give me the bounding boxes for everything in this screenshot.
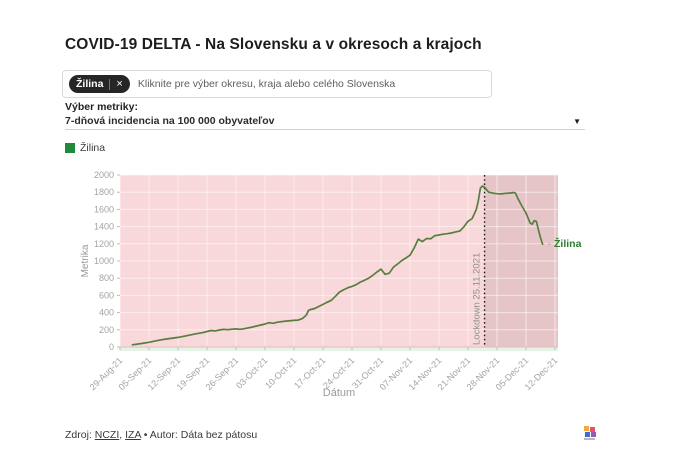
- incidence-line-chart: 020040060080010001200140016001800200029-…: [80, 170, 582, 399]
- y-axis-tick-label: 2000: [94, 170, 114, 180]
- chip-remove-icon[interactable]: ×: [109, 78, 123, 90]
- y-axis-tick-label: 400: [99, 308, 114, 318]
- y-axis-tick-label: 600: [99, 290, 114, 300]
- y-axis-tick-label: 1200: [94, 239, 114, 249]
- metric-selected-value: 7-dňová incidencia na 100 000 obyvateľov: [65, 115, 275, 127]
- source-separator: ,: [119, 429, 126, 441]
- author-text: • Autor: Dáta bez pátosu: [140, 429, 258, 441]
- publisher-logo-icon: [583, 426, 597, 442]
- legend-item-label: Žilina: [80, 142, 106, 154]
- source-prefix: Zdroj:: [65, 429, 95, 441]
- chip-label: Žilina: [76, 78, 104, 90]
- chart-legend: Žilina: [65, 142, 105, 154]
- series-line-zilina: [131, 185, 544, 346]
- source-link-iza[interactable]: IZA: [125, 429, 141, 441]
- chart-container: 0 200 400 600 800 1000 1200 1400 1600 1800 2000 29-…: [58, 164, 618, 414]
- x-axis-title: Dátum: [323, 387, 355, 399]
- series-end-label: - Žilina: [548, 237, 582, 250]
- lockdown-annotation-label: Lockdown 25.11.2021: [472, 253, 483, 345]
- y-axis-title: Metrika: [80, 244, 91, 277]
- search-placeholder: Kliknite pre výber okresu, kraja alebo c…: [137, 78, 396, 90]
- source-attribution: Zdroj: NCZI, IZA • Autor: Dáta bez pátos…: [65, 429, 257, 441]
- region-search-input[interactable]: Žilina × Kliknite pre výber okresu, kraj…: [62, 70, 492, 98]
- legend-swatch: [65, 143, 75, 153]
- y-axis-tick-label: 1400: [94, 222, 114, 232]
- baseline-strip: [120, 347, 558, 351]
- y-axis-tick-label: 200: [99, 325, 114, 335]
- y-axis-tick-label: 1600: [94, 204, 114, 214]
- y-axis-tick-label: 800: [99, 273, 114, 283]
- chevron-down-icon: ▼: [573, 116, 581, 126]
- y-axis-tick-label: 1800: [94, 187, 114, 197]
- y-axis-tick-label: 1000: [94, 256, 114, 266]
- selected-region-chip[interactable]: Žilina ×: [69, 75, 130, 93]
- source-link-nczi[interactable]: NCZI: [94, 429, 120, 441]
- page-title: COVID-19 DELTA - Na Slovensku a v okreso…: [65, 36, 482, 53]
- metric-select-dropdown[interactable]: 7-dňová incidencia na 100 000 obyvateľov…: [65, 113, 585, 130]
- y-axis-tick-label: 0: [109, 342, 114, 352]
- metric-selector-label: Výber metriky:: [65, 101, 138, 113]
